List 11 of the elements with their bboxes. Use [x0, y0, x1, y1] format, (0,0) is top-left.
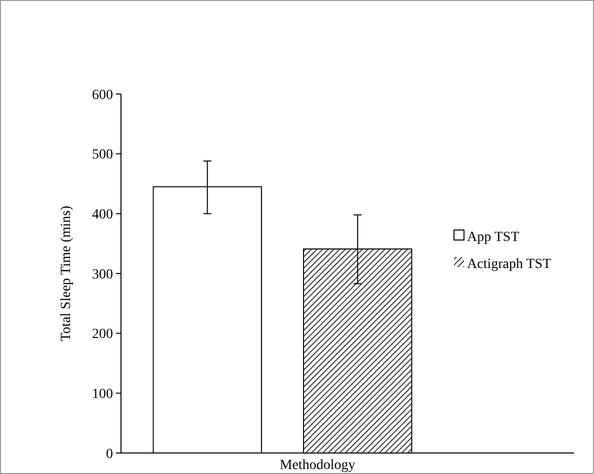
legend-label: App TST — [467, 230, 520, 245]
x-axis-title: Methodology — [280, 458, 356, 473]
legend-label: Actigraph TST — [467, 256, 552, 272]
y-tick-label: 300 — [92, 267, 113, 282]
y-tick-label: 200 — [92, 327, 113, 342]
y-tick-label: 100 — [92, 387, 113, 402]
y-tick-label: 0 — [106, 446, 113, 462]
y-tick-label: 500 — [92, 148, 113, 163]
y-axis-title: Total Sleep Time (mins) — [59, 205, 74, 342]
y-tick-label: 600 — [92, 88, 113, 103]
y-tick-label: 400 — [92, 208, 113, 223]
